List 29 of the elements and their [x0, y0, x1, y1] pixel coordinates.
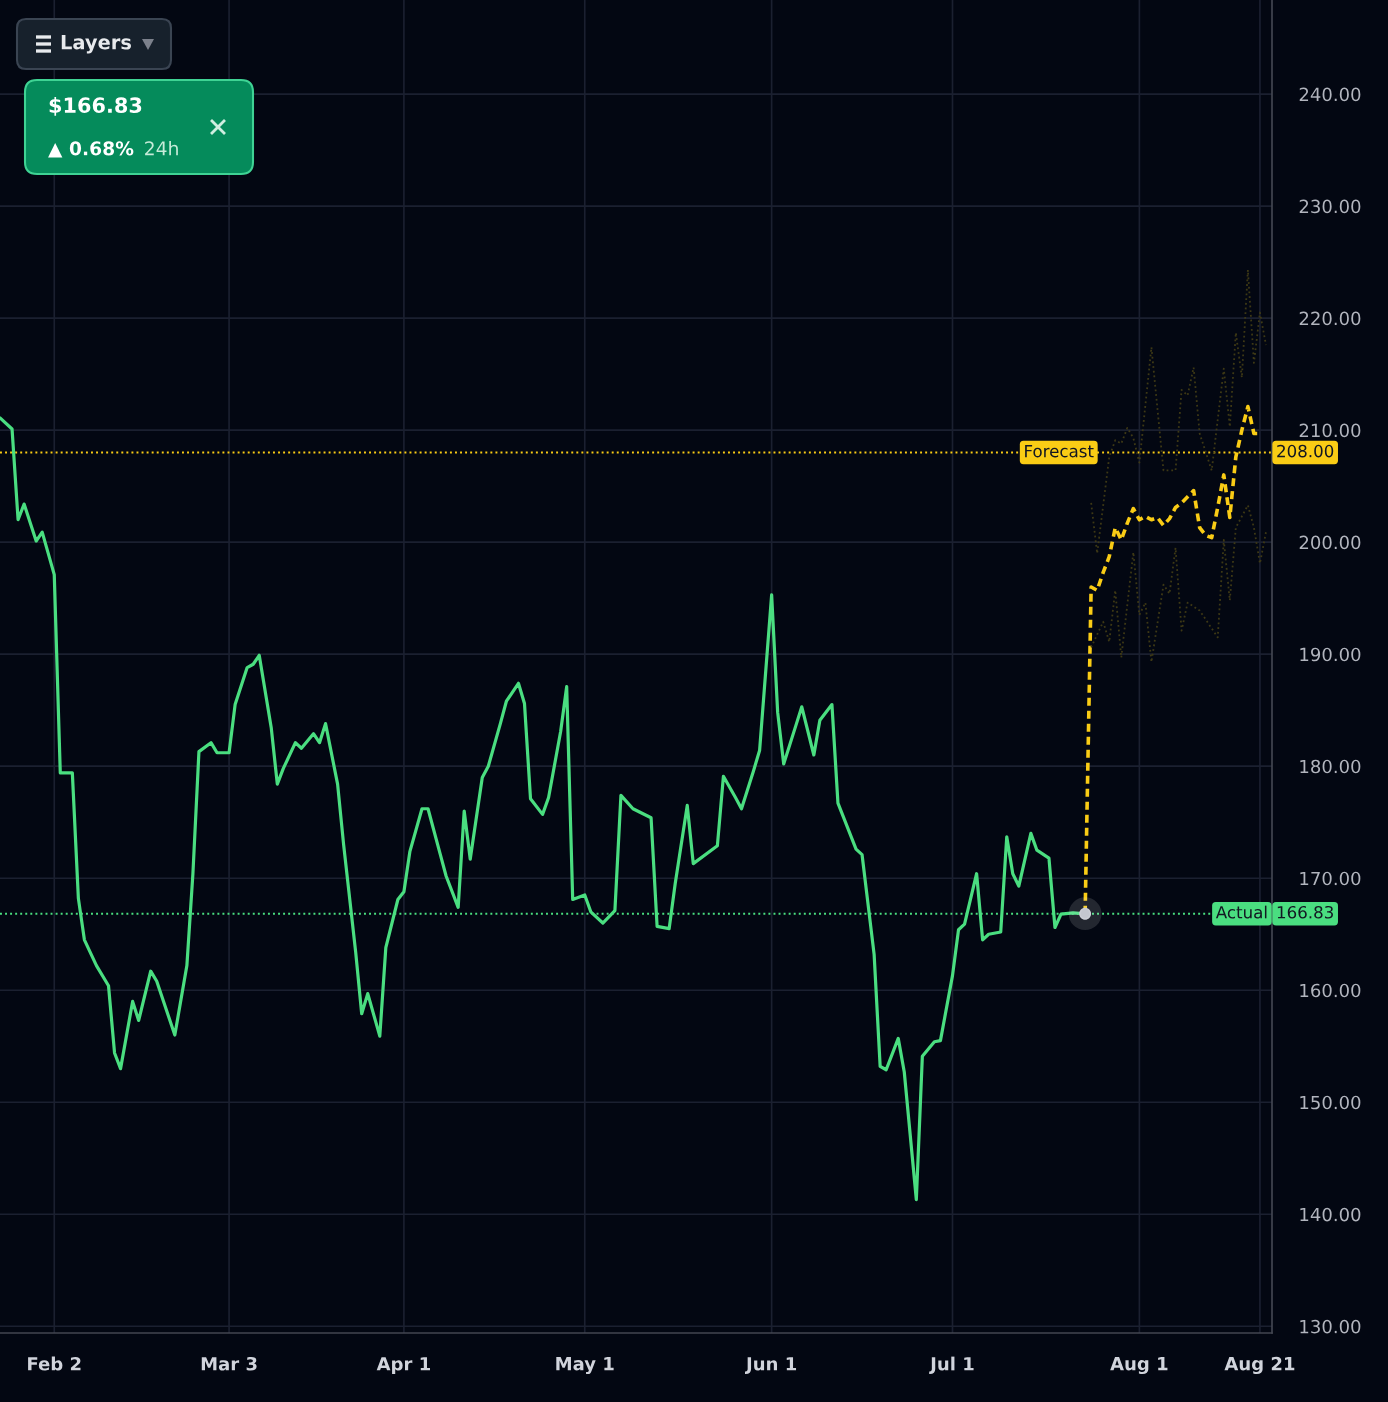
line-series [1090, 504, 1267, 663]
x-tick-label: Apr 1 [376, 1357, 430, 1375]
y-tick-label: 160.00 [1300, 983, 1361, 998]
annotation: ▲ 0.68% [48, 141, 134, 158]
y-tick-label: 230.00 [1299, 199, 1361, 214]
x-tick-label: Aug 1 [1110, 1357, 1168, 1375]
y-tick-label: 170.00 [1300, 871, 1361, 886]
y-tick-label: 200.00 [1299, 535, 1361, 550]
text: 208.00 [1277, 444, 1334, 458]
y-tick-label: 210.00 [1299, 423, 1361, 438]
x-tick-label: Mar 3 [201, 1356, 257, 1371]
x-tick-label: May 1 [556, 1357, 614, 1375]
annotation: 24h [145, 140, 178, 156]
y-tick-label: 140.00 [1300, 1207, 1361, 1222]
y-tick-label: 220.00 [1299, 311, 1361, 326]
x-tick-label: Jul 1 [929, 1356, 974, 1374]
ref-line-label: Forecast [1025, 445, 1094, 458]
y-tick-label: 130.00 [1300, 1319, 1361, 1334]
ref-line-label: Actual [1215, 905, 1267, 919]
annotation: $166.83 [49, 96, 142, 116]
x-tick-label: Feb 2 [28, 1356, 81, 1371]
x-tick-label: Jun 1 [744, 1357, 797, 1374]
y-tick-label: 240.00 [1299, 87, 1361, 102]
text: 166.83 [1277, 905, 1333, 919]
x-tick-label: Aug 21 [1224, 1356, 1295, 1375]
y-tick-label: 190.00 [1300, 647, 1361, 662]
y-tick-label: 150.00 [1300, 1095, 1361, 1110]
annotation: Layers [61, 35, 132, 54]
y-tick-label: 180.00 [1300, 759, 1361, 774]
